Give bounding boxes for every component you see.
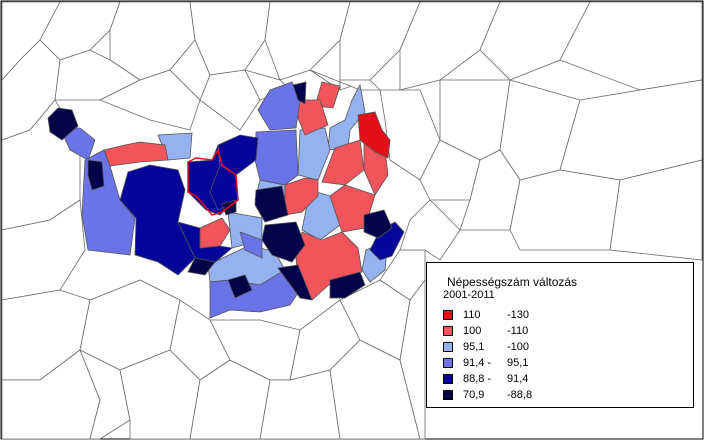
region-class-4 [369, 221, 405, 261]
legend-low: 91,4 - [463, 357, 492, 369]
legend-low: 95,1 [463, 341, 485, 353]
colored-regions [47, 81, 405, 319]
region-outline [609, 159, 703, 261]
legend-swatch [443, 326, 453, 336]
legend-title: Népességszám változás [447, 275, 578, 289]
legend-swatch [443, 310, 453, 320]
region-class-5 [363, 209, 393, 239]
legend-low: 110 [463, 309, 481, 321]
region-class-5 [227, 274, 253, 299]
region-outline [509, 169, 621, 251]
region-class-1 [103, 141, 169, 167]
legend-swatch [443, 374, 453, 384]
region-class-3b [59, 127, 96, 161]
legend-swatch [443, 390, 453, 400]
region-outline [399, 278, 426, 440]
region-class-5 [329, 271, 366, 299]
region-outline [479, 1, 591, 81]
legend-swatch [443, 358, 453, 368]
region-class-5 [187, 257, 216, 276]
region-class-1 [314, 81, 341, 109]
region-class-3b [254, 129, 299, 186]
region-class-3b [239, 231, 263, 259]
legend-low: 100 [463, 325, 482, 337]
region-outline [259, 369, 341, 440]
legend-high: -130 [507, 309, 530, 321]
legend-high: -100 [507, 341, 530, 353]
region-outline [169, 39, 211, 101]
legend-high: -110 [507, 325, 529, 337]
highlighted-region-border [187, 148, 239, 216]
region-class-1 [199, 217, 231, 249]
region-class-3 [297, 127, 331, 181]
region-class-5 [87, 159, 105, 191]
region-outline [379, 249, 426, 301]
region-class-0 [357, 111, 391, 159]
region-class-5 [47, 107, 79, 141]
region-class-5 [277, 264, 313, 301]
region-class-5 [254, 185, 289, 223]
region-outline [264, 1, 351, 81]
legend-low: 88,8 - [463, 373, 492, 385]
legend-high: 95,1 [507, 357, 529, 369]
legend: Népességszám változás 2001-2011 110 -130… [426, 262, 694, 408]
legend-high: 91,4 [507, 373, 529, 385]
legend-subtitle: 2001-2011 [443, 289, 495, 301]
legend-swatch [443, 342, 453, 352]
legend-high: -88,8 [507, 389, 533, 401]
legend-low: 70,9 [463, 389, 485, 401]
region-class-5 [292, 81, 307, 105]
region-class-4 [119, 164, 196, 276]
region-class-1 [321, 139, 365, 186]
region-class-5 [261, 221, 306, 263]
